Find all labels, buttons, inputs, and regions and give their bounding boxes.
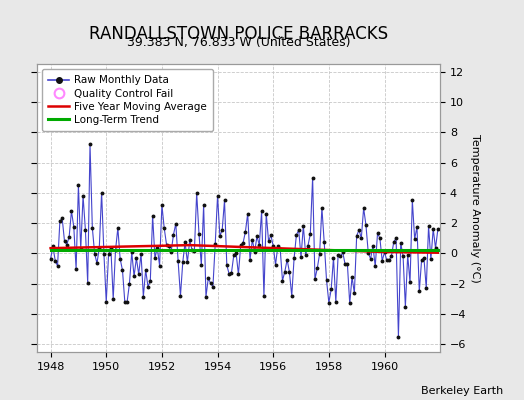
Legend: Raw Monthly Data, Quality Control Fail, Five Year Moving Average, Long-Term Tren: Raw Monthly Data, Quality Control Fail, … [42,69,213,131]
Text: 39.383 N, 76.833 W (United States): 39.383 N, 76.833 W (United States) [127,36,350,49]
Text: Berkeley Earth: Berkeley Earth [421,386,503,396]
Y-axis label: Temperature Anomaly (°C): Temperature Anomaly (°C) [470,134,481,282]
Title: RANDALLSTOWN POLICE BARRACKS: RANDALLSTOWN POLICE BARRACKS [89,25,388,43]
